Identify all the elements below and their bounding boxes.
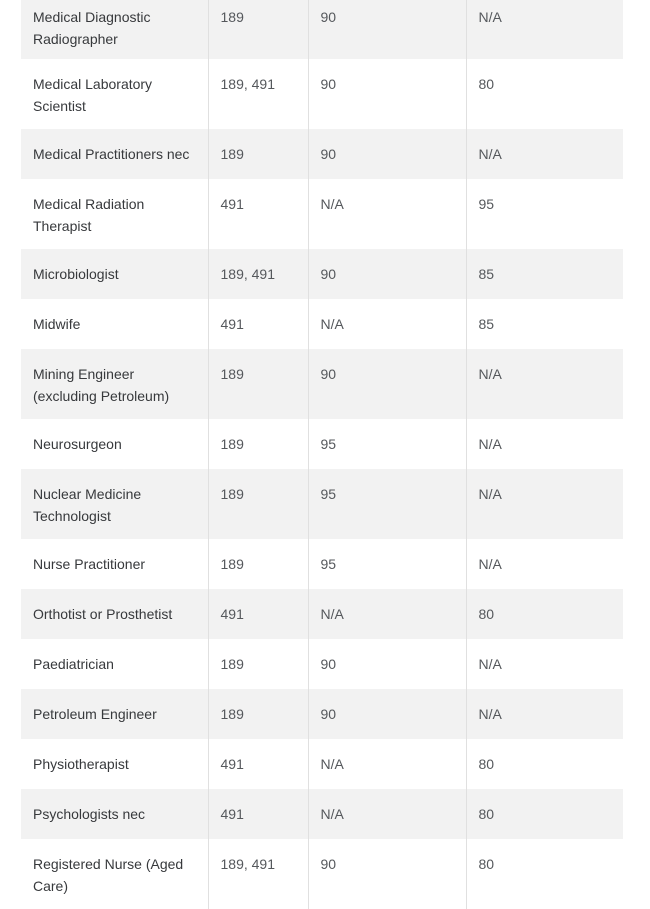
table-body: Medical Diagnostic Radiographer 189 90 N… xyxy=(21,0,623,909)
points-value-cell: N/A xyxy=(307,739,466,789)
points-value-cell: 90 xyxy=(307,0,466,59)
points-value-cell: 85 xyxy=(465,249,623,299)
visa-subclass-cell: 189 xyxy=(207,689,308,739)
occupation-name-cell: Microbiologist xyxy=(21,249,208,299)
points-value-cell: 90 xyxy=(307,59,466,129)
points-value-cell: N/A xyxy=(307,299,466,349)
visa-subclass-cell: 189, 491 xyxy=(207,249,308,299)
points-value-cell: 80 xyxy=(465,739,623,789)
occupation-name-cell: Registered Nurse (Aged Care) xyxy=(33,856,184,894)
occupation-name-cell: Paediatrician xyxy=(33,656,114,672)
points-value-cell: 95 xyxy=(307,539,466,589)
points-value-cell: 90 xyxy=(307,689,466,739)
points-value-cell: N/A xyxy=(465,0,623,59)
points-value-cell: N/A xyxy=(465,639,623,689)
occupation-name-cell: Medical Diagnostic Radiographer xyxy=(21,0,208,59)
table-row: Registered Nurse (Aged Care) 189, 491 90… xyxy=(21,839,623,909)
occupation-name-cell: Physiotherapist xyxy=(33,756,129,772)
visa-subclass-cell: 189 xyxy=(207,469,308,539)
visa-subclass-cell: 189 xyxy=(207,419,308,469)
table-row: Medical Diagnostic Radiographer 189 90 N… xyxy=(21,0,623,59)
table-row: Microbiologist 189, 491 90 85 xyxy=(21,249,623,299)
occupation-name-cell: Petroleum Engineer xyxy=(21,689,208,739)
occupation-name-cell: Orthotist or Prosthetist xyxy=(21,589,208,639)
points-value-cell: 90 xyxy=(307,129,466,179)
points-value-cell: N/A xyxy=(307,789,466,839)
points-value-cell: N/A xyxy=(307,179,466,249)
visa-subclass-cell: 491 xyxy=(207,789,308,839)
points-value-cell: N/A xyxy=(465,349,623,419)
points-value-cell: 80 xyxy=(465,59,623,129)
table-row: Medical Laboratory Scientist 189, 491 90… xyxy=(21,59,623,129)
table-row: Petroleum Engineer 189 90 N/A xyxy=(21,689,623,739)
table-row: Medical Practitioners nec 189 90 N/A xyxy=(21,129,623,179)
occupation-points-table: Medical Diagnostic Radiographer 189 90 N… xyxy=(21,0,623,909)
visa-subclass-cell: 189, 491 xyxy=(207,59,308,129)
points-value-cell: N/A xyxy=(465,419,623,469)
points-value-cell: N/A xyxy=(465,469,623,539)
occupation-name-cell: Mining Engineer (excluding Petroleum) xyxy=(21,349,208,419)
points-value-cell: 90 xyxy=(307,839,466,909)
occupation-name-cell: Neurosurgeon xyxy=(33,436,122,452)
visa-subclass-cell: 491 xyxy=(207,299,308,349)
points-value-cell: N/A xyxy=(465,689,623,739)
table-row: Nuclear Medicine Technologist 189 95 N/A xyxy=(21,469,623,539)
visa-subclass-cell: 189 xyxy=(207,349,308,419)
points-value-cell: 80 xyxy=(465,589,623,639)
points-value-cell: 95 xyxy=(307,469,466,539)
table-row: Neurosurgeon 189 95 N/A xyxy=(21,419,623,469)
points-value-cell: 95 xyxy=(465,179,623,249)
points-value-cell: 80 xyxy=(465,839,623,909)
visa-subclass-cell: 491 xyxy=(207,739,308,789)
occupation-name-cell: Nuclear Medicine Technologist xyxy=(21,469,208,539)
points-value-cell: 85 xyxy=(465,299,623,349)
points-value-cell: 90 xyxy=(307,249,466,299)
occupation-name-cell: Medical Radiation Therapist xyxy=(33,196,145,234)
table-row: Physiotherapist 491 N/A 80 xyxy=(21,739,623,789)
table-row: Psychologists nec 491 N/A 80 xyxy=(21,789,623,839)
visa-subclass-cell: 189 xyxy=(207,539,308,589)
table-row: Orthotist or Prosthetist 491 N/A 80 xyxy=(21,589,623,639)
occupation-name-cell: Medical Practitioners nec xyxy=(21,129,208,179)
visa-subclass-cell: 189, 491 xyxy=(207,839,308,909)
table-row: Mining Engineer (excluding Petroleum) 18… xyxy=(21,349,623,419)
occupation-name-cell: Nurse Practitioner xyxy=(33,556,146,572)
visa-subclass-cell: 491 xyxy=(207,179,308,249)
table-row: Nurse Practitioner 189 95 N/A xyxy=(21,539,623,589)
points-value-cell: N/A xyxy=(465,129,623,179)
table-row: Midwife 491 N/A 85 xyxy=(21,299,623,349)
points-value-cell: 95 xyxy=(307,419,466,469)
points-value-cell: 80 xyxy=(465,789,623,839)
visa-subclass-cell: 189 xyxy=(207,129,308,179)
table-row: Paediatrician 189 90 N/A xyxy=(21,639,623,689)
occupation-name-cell: Psychologists nec xyxy=(21,789,208,839)
points-value-cell: 90 xyxy=(307,349,466,419)
points-value-cell: 90 xyxy=(307,639,466,689)
visa-subclass-cell: 189 xyxy=(207,639,308,689)
occupation-name-cell: Medical Laboratory Scientist xyxy=(33,76,153,114)
occupation-name-cell: Midwife xyxy=(33,316,81,332)
table-row: Medical Radiation Therapist 491 N/A 95 xyxy=(21,179,623,249)
points-value-cell: N/A xyxy=(307,589,466,639)
points-value-cell: N/A xyxy=(465,539,623,589)
visa-subclass-cell: 189 xyxy=(207,0,308,59)
visa-subclass-cell: 491 xyxy=(207,589,308,639)
